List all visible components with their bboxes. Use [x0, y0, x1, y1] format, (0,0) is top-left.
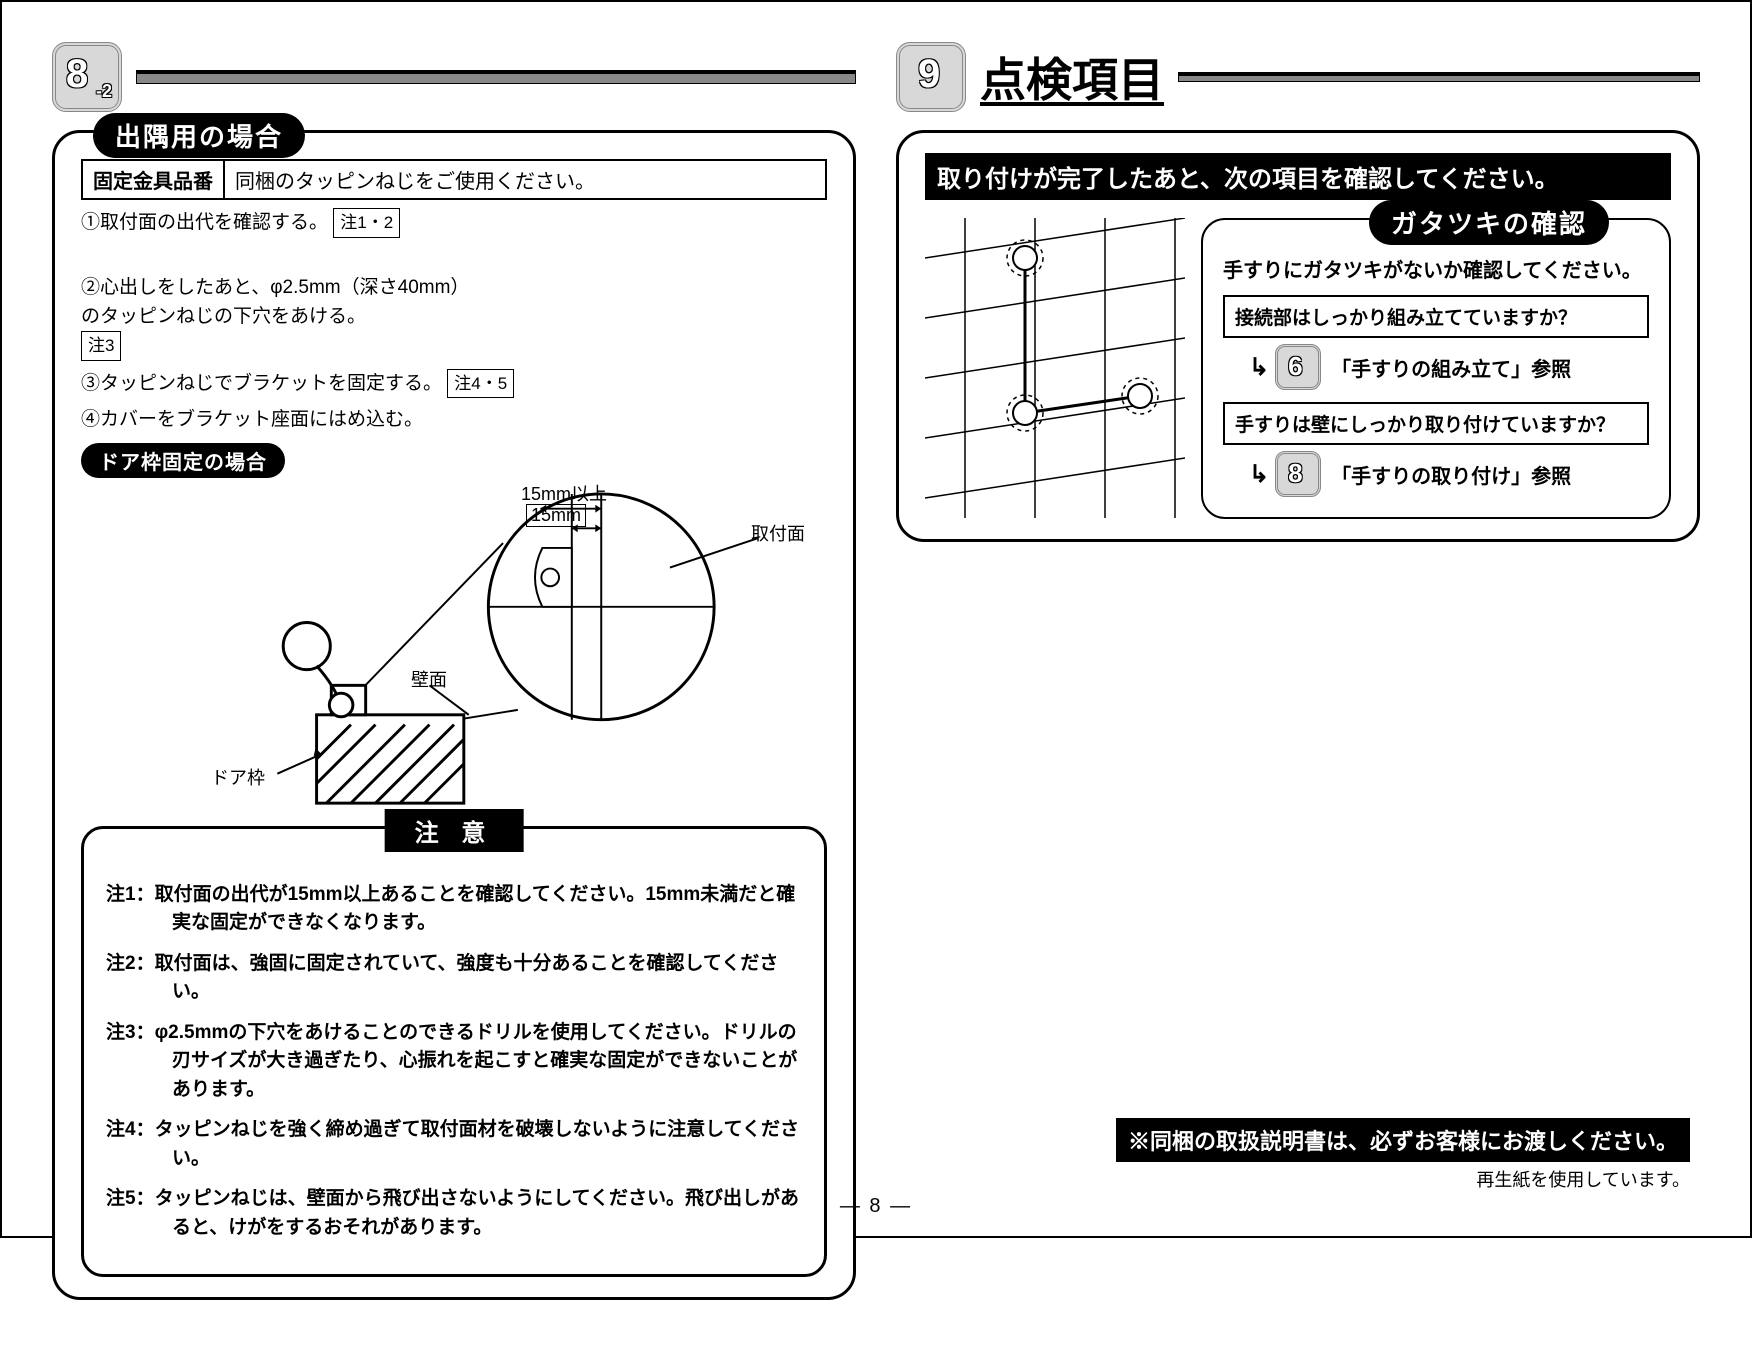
step-4: ④カバーをブラケット座面にはめ込む。: [81, 406, 827, 435]
dim-15mm: 15mm: [526, 504, 586, 527]
step-3: ③タッピンねじでブラケットを固定する。 注4・5: [81, 369, 827, 399]
ref-badge-6-num: 6: [1288, 351, 1302, 382]
left-column: 8 -2 出隅用の場合 固定金具品番 同梱のタッピンねじをご使用ください。 ①取…: [52, 42, 856, 1300]
note-2: 注2：取付面は、強固に固定されていて、強度も十分あることを確認してください。: [106, 950, 802, 1007]
looseness-check-panel: ガタツキの確認 手すりにガタツキがないか確認してください。 接続部はしっかり組み…: [1201, 218, 1671, 519]
handrail-sketch: [925, 218, 1185, 518]
ref-badge-6: 6: [1275, 344, 1321, 390]
arrow-icon: ↳: [1249, 460, 1269, 489]
caution-title: 注 意: [385, 809, 524, 852]
step-number-minor: -2: [96, 81, 112, 102]
sub-pill-row: ドア枠固定の場合: [81, 443, 827, 478]
fixing-row: 固定金具品番 同梱のタッピンねじをご使用ください。: [81, 159, 827, 200]
step-1: ①取付面の出代を確認する。 注1・2: [81, 208, 827, 238]
dim-15mm-plus: 15mm以上: [521, 480, 607, 506]
note-4: 注4：タッピンねじを強く締め過ぎて取付面材を破壊しないように注意してください。: [106, 1116, 802, 1173]
section-title: 点検項目: [980, 44, 1164, 110]
divider-bar-right: [1178, 72, 1700, 82]
label-wall: 壁面: [411, 666, 447, 692]
check1-ref: 「手すりの組み立て」参照: [1331, 353, 1571, 382]
step-3-ref: 注4・5: [447, 369, 514, 399]
check2-question: 手すりは壁にしっかり取り付けていますか？: [1223, 402, 1649, 445]
step-4-text: ④カバーをブラケット座面にはめ込む。: [81, 409, 423, 430]
fix-label: 固定金具品番: [81, 159, 225, 200]
divider-bar: [136, 70, 856, 84]
step-3-text: ③タッピンねじでブラケットを固定する。: [81, 373, 442, 394]
page-number: — 8 —: [840, 1195, 912, 1218]
recycled-paper-note: 再生紙を使用しています。: [1476, 1166, 1690, 1192]
step9-number: 9: [918, 52, 940, 97]
inspection-banner: 取り付けが完了したあと、次の項目を確認してください。: [925, 153, 1671, 200]
check2-ref: 「手すりの取り付け」参照: [1331, 460, 1571, 489]
step-1-text: ①取付面の出代を確認する。: [81, 212, 328, 233]
check-title-pill: ガタツキの確認: [1369, 200, 1609, 245]
right-header: 9 点検項目: [896, 42, 1700, 112]
step-number-major: 8: [66, 52, 88, 97]
outside-corner-panel: 出隅用の場合 固定金具品番 同梱のタッピンねじをご使用ください。 ①取付面の出代…: [52, 130, 856, 1300]
step-2-text: ②心出しをしたあと、φ2.5mm（深さ40mm） のタッピンねじの下穴をあける。: [81, 277, 469, 327]
note-1: 注1：取付面の出代が15mm以上あることを確認してください。15mm未満だと確実…: [106, 881, 802, 938]
ref-badge-8-num: 8: [1288, 458, 1302, 489]
step-1-ref: 注1・2: [333, 208, 400, 238]
check1-ref-row: ↳ 6 「手すりの組み立て」参照: [1223, 344, 1649, 390]
caution-panel: 注 意 注1：取付面の出代が15mm以上あることを確認してください。15mm未満…: [81, 826, 827, 1278]
footer-notice: ※同梱の取扱説明書は、必ずお客様にお渡しください。: [1116, 1118, 1690, 1162]
check2-ref-row: ↳ 8 「手すりの取り付け」参照: [1223, 451, 1649, 497]
arrow-icon: ↳: [1249, 353, 1269, 382]
label-doorframe: ドア枠: [211, 764, 265, 790]
check-intro: 手すりにガタツキがないか確認してください。: [1223, 254, 1649, 283]
fix-note: 同梱のタッピンねじをご使用ください。: [225, 159, 827, 200]
ref-badge-8: 8: [1275, 451, 1321, 497]
bracket-diagram: 15mm以上 15mm 取付面 壁面 ドア枠: [81, 486, 827, 816]
label-mount-surface: 取付面: [751, 520, 805, 546]
note-5: 注5：タッピンねじは、壁面から飛び出さないようにしてください。飛び出しがあると、…: [106, 1185, 802, 1242]
check1-question: 接続部はしっかり組み立てていますか？: [1223, 295, 1649, 338]
step-2-ref: 注3: [81, 331, 121, 361]
step-badge-8-2: 8 -2: [52, 42, 122, 112]
panel-title-pill: 出隅用の場合: [93, 113, 305, 158]
inspection-panel: 取り付けが完了したあと、次の項目を確認してください。: [896, 130, 1700, 542]
step-2: ②心出しをしたあと、φ2.5mm（深さ40mm） のタッピンねじの下穴をあける。…: [81, 246, 827, 361]
left-header: 8 -2: [52, 42, 856, 112]
doorframe-pill: ドア枠固定の場合: [81, 443, 285, 478]
diagram-svg: [81, 486, 827, 816]
step-badge-9: 9: [896, 42, 966, 112]
note-3: 注3：φ2.5mmの下穴をあけることのできるドリルを使用してください。ドリルの刃…: [106, 1019, 802, 1105]
right-column: 9 点検項目 取り付けが完了したあと、次の項目を確認してください。: [896, 42, 1700, 1300]
inspection-body: ガタツキの確認 手すりにガタツキがないか確認してください。 接続部はしっかり組み…: [925, 218, 1671, 519]
